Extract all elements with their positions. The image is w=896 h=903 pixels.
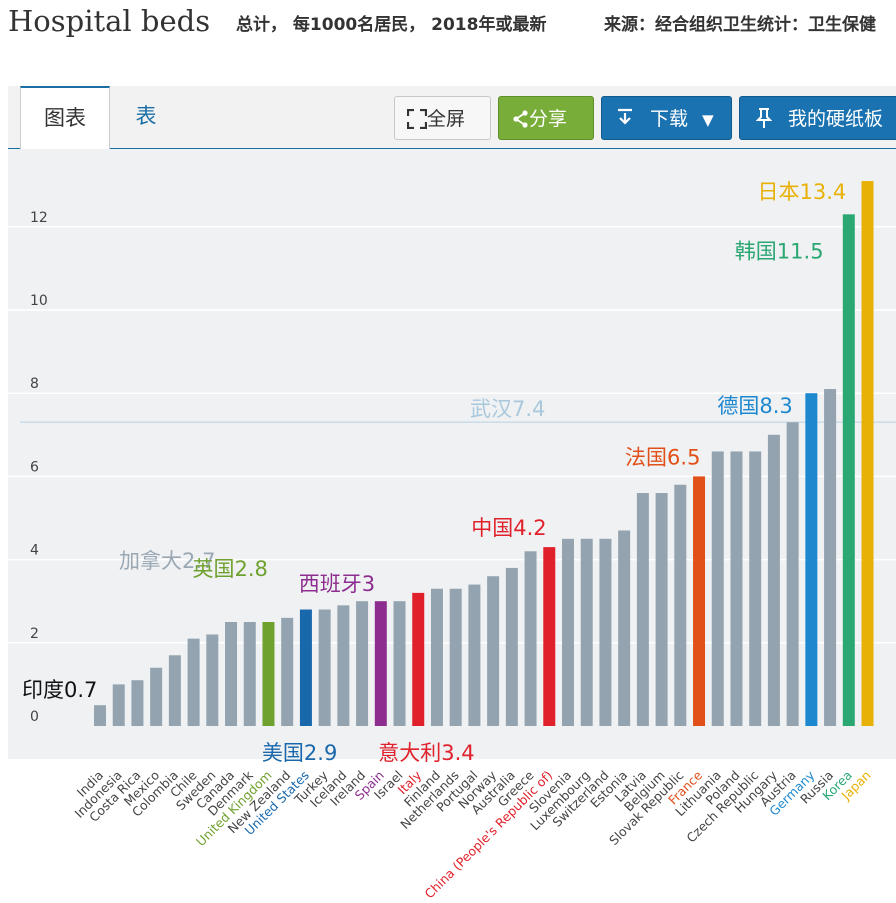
fullscreen-label: 全屏 [427,108,466,130]
bar [374,601,387,726]
bar [786,422,799,726]
bar [187,638,200,726]
bar [599,538,612,726]
annotation-label: 日本13.4 [758,180,847,204]
bar [674,484,687,726]
annotation-label: 韩国11.5 [735,239,824,263]
tab-bar: 图表 表 全屏 分享 下载 ▼ 我的硬纸板 [8,86,896,150]
bar [262,622,275,726]
bar [767,434,780,726]
y-tick-label: 8 [30,376,39,392]
bar [842,214,855,726]
bar [524,551,537,726]
bar [468,584,481,726]
bar [281,617,294,726]
bar [711,451,724,726]
share-label: 分享 [529,108,568,130]
bar [430,588,443,726]
bar [112,684,125,726]
annotation-label: 法国6.5 [625,445,700,469]
annotation-label: 中国4.2 [471,516,546,540]
bar [243,622,256,726]
download-label: 下载 [650,108,689,130]
bar [487,576,500,726]
bar [693,476,706,726]
bar [318,609,331,726]
tab-chart[interactable]: 图表 [20,86,110,150]
download-button[interactable]: 下载 ▼ [601,96,732,140]
annotation-label: 美国2.9 [262,741,337,765]
share-button[interactable]: 分享 [498,96,594,140]
chart-title: Hospital beds [8,4,211,38]
y-tick-label: 0 [30,709,39,725]
annotation-label: 加拿大2.7 [119,549,215,573]
bar [730,451,743,726]
bar [150,667,163,726]
annotation-label: 意大利3.4 [378,741,474,765]
expand-icon [406,108,428,130]
bar [562,538,574,726]
bar [206,634,219,726]
annotation-label: 印度0.7 [22,678,97,702]
bar [168,655,181,726]
bar [299,609,312,726]
chart-subtitle: 总计， 每1000名居民， 2018年或最新 [236,15,547,35]
bar [580,538,593,726]
bar [824,389,837,726]
bar [131,680,144,726]
reference-line-label: 武汉7.4 [470,397,545,421]
bar [505,567,518,726]
y-tick-label: 4 [30,543,39,559]
bar [749,451,762,726]
bar [337,605,350,726]
bar [861,181,874,727]
annotation-label: 西班牙3 [299,572,375,596]
my-chart-button[interactable]: 我的硬纸板 [739,96,896,140]
bar [356,601,369,726]
y-tick-label: 12 [30,210,48,226]
fullscreen-button[interactable]: 全屏 [394,96,491,140]
bar [543,547,556,726]
share-icon [513,110,528,128]
y-tick-label: 6 [30,459,39,475]
bar [618,530,631,726]
my-chart-label: 我的硬纸板 [788,108,884,130]
annotation-label: 英国2.8 [192,557,267,581]
bar [655,493,668,726]
download-icon [618,108,632,125]
bar [636,493,649,726]
bar [805,393,818,726]
bar [449,588,462,726]
annotation-label: 德国8.3 [717,394,792,418]
tab-table[interactable]: 表 [135,104,157,128]
y-tick-label: 2 [30,626,39,642]
bar [94,705,106,726]
bar [393,601,406,726]
data-source: 来源：经合组织卫生统计：卫生保健 [604,15,876,35]
y-tick-label: 10 [30,293,48,309]
bar [412,592,425,726]
pin-icon [755,108,773,128]
bar [225,622,238,726]
caret-down-icon: ▼ [702,111,714,129]
